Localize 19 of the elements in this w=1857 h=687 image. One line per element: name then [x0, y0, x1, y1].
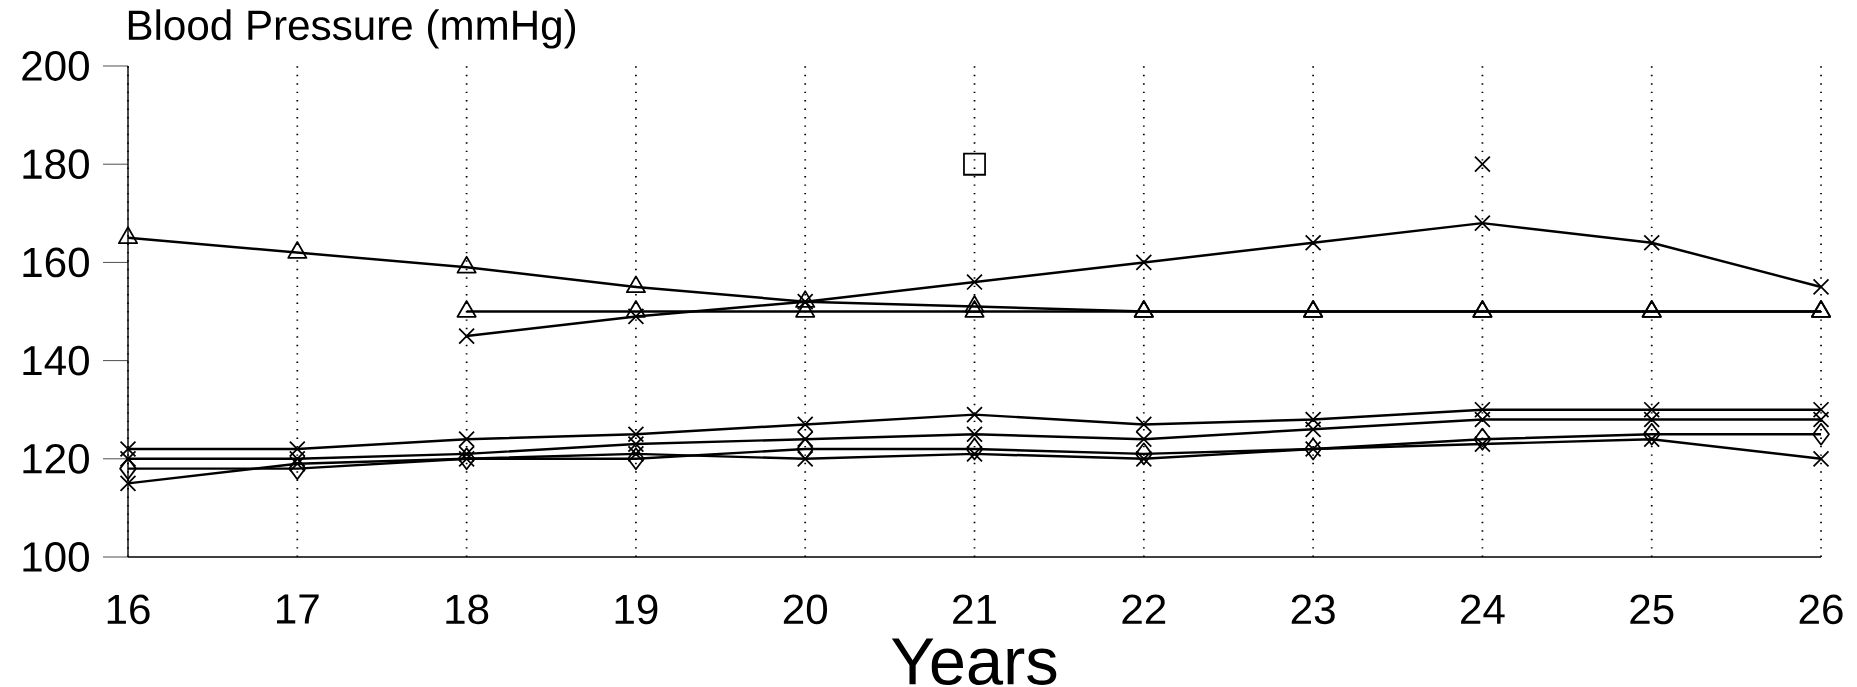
x-axis-title: Years [891, 638, 1057, 686]
y-axis-title: Blood Pressure (mmHg) [128, 9, 576, 49]
y-tick-label: 100 [23, 542, 89, 572]
x-tick-label: 17 [277, 594, 319, 624]
x-tick-label: 16 [107, 594, 150, 625]
y-tick-label: 160 [23, 247, 89, 278]
x-tick-label: 25 [1630, 594, 1674, 625]
y-tick-label: 180 [23, 149, 89, 180]
x-tick-label: 20 [783, 594, 828, 625]
x-tick-label: 23 [1291, 594, 1335, 625]
x-tick-label: 24 [1461, 594, 1505, 624]
x-tick-label: 26 [1799, 594, 1843, 625]
x-tick-label: 18 [446, 594, 489, 625]
y-tick-label: 140 [23, 345, 89, 376]
y-tick-label: 200 [22, 51, 89, 81]
x-tick-label: 22 [1122, 594, 1166, 624]
y-tick-label: 120 [23, 443, 89, 474]
x-tick-label: 21 [953, 594, 996, 624]
x-tick-label: 19 [615, 594, 658, 625]
